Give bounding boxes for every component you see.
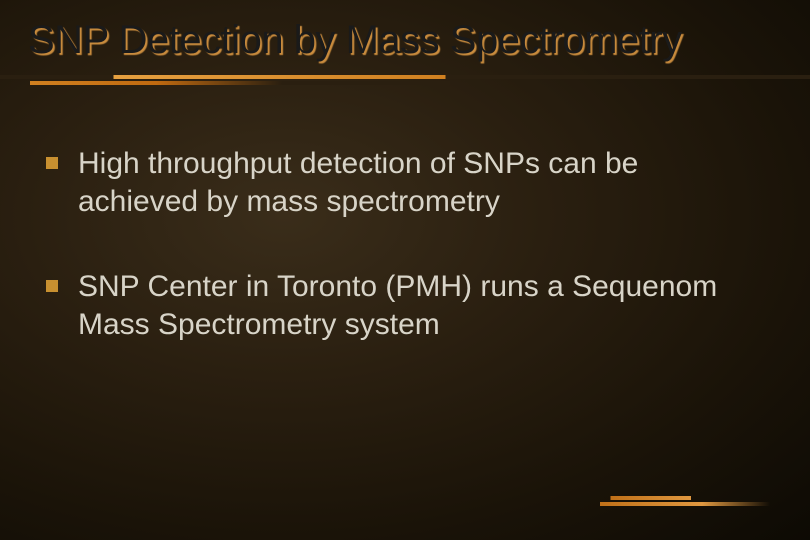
square-bullet-icon [46,157,58,169]
bullet-text: SNP Center in Toronto (PMH) runs a Seque… [78,268,742,343]
title-underline [0,75,810,85]
footer-line-bottom [600,502,770,506]
footer-line-top [530,496,760,500]
slide-title: SNP Detection by Mass Spectrometry [28,18,782,63]
bullet-item: High throughput detection of SNPs can be… [46,145,742,220]
underline-segment-bottom [30,81,450,85]
underline-segment-top [0,75,810,79]
bullet-text: High throughput detection of SNPs can be… [78,145,742,220]
footer-accent [530,496,760,508]
square-bullet-icon [46,280,58,292]
slide: SNP Detection by Mass Spectrometry High … [0,0,810,540]
bullet-item: SNP Center in Toronto (PMH) runs a Seque… [46,268,742,343]
bullet-list: High throughput detection of SNPs can be… [28,145,782,343]
